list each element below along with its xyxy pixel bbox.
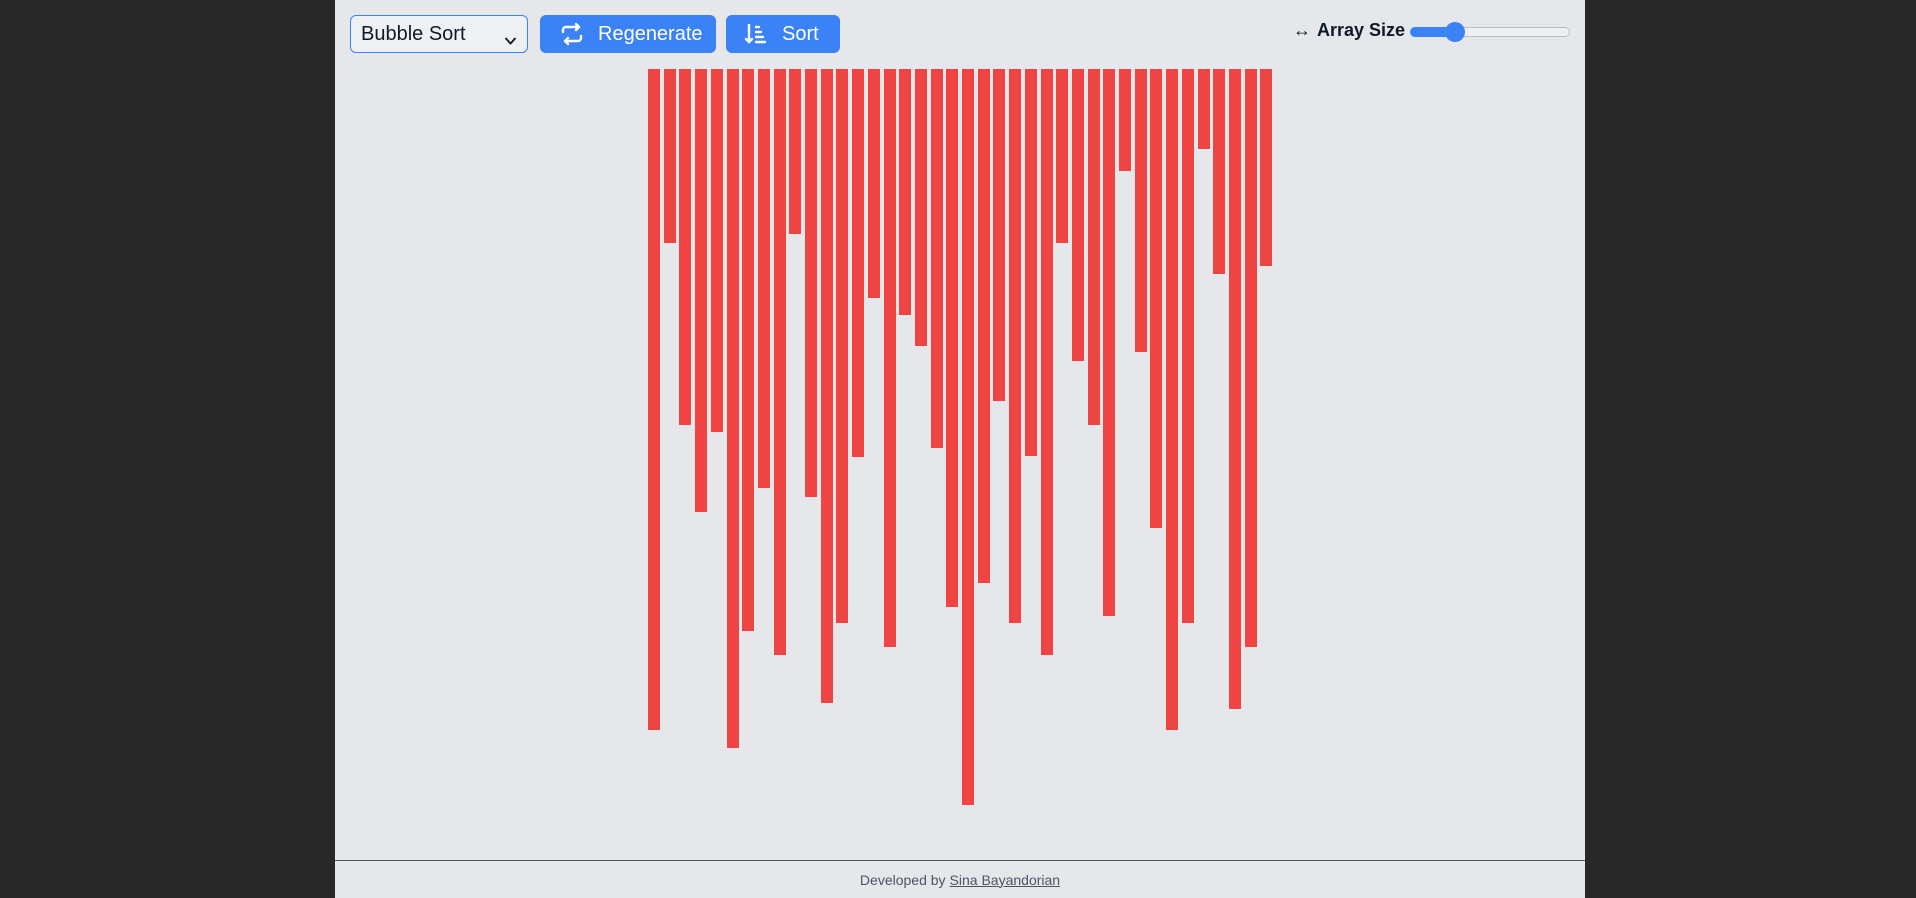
array-bar <box>648 69 660 731</box>
sort-label: Sort <box>782 22 819 45</box>
array-bar <box>679 69 692 426</box>
array-bar <box>1166 69 1179 731</box>
array-bar <box>946 69 959 608</box>
array-bar <box>757 69 770 488</box>
slider-fill <box>1410 27 1455 37</box>
array-size-label: ↔ Array Size <box>1293 20 1405 41</box>
array-bar <box>883 69 896 647</box>
left-right-arrow-icon: ↔ <box>1293 20 1311 40</box>
algorithm-select-value: Bubble Sort <box>361 22 466 45</box>
array-bar <box>1228 69 1241 709</box>
array-bar <box>867 69 880 298</box>
chevron-down-icon <box>504 29 517 52</box>
array-bar <box>1244 69 1257 647</box>
array-bar <box>1024 69 1037 456</box>
array-bar <box>930 69 943 448</box>
bars-container <box>335 69 1585 809</box>
app-container: Bubble Sort Regenerate Sort <box>335 0 1585 898</box>
array-bar <box>1056 69 1069 244</box>
sort-descending-icon <box>744 22 768 46</box>
array-bar <box>836 69 849 623</box>
array-bar <box>773 69 786 655</box>
array-size-text: Array Size <box>1317 20 1406 40</box>
array-size-slider[interactable] <box>1410 22 1570 42</box>
array-bar <box>1213 69 1226 274</box>
regenerate-label: Regenerate <box>598 22 703 45</box>
array-bar <box>1040 69 1053 655</box>
array-bar <box>977 69 990 584</box>
slider-thumb[interactable] <box>1445 22 1465 42</box>
array-bar <box>962 69 974 805</box>
array-bar <box>1181 69 1194 623</box>
algorithm-select[interactable]: Bubble Sort <box>350 15 528 53</box>
regenerate-button[interactable]: Regenerate <box>540 15 716 53</box>
array-bar <box>1119 69 1131 172</box>
footer: Developed by Sina Bayandorian <box>335 860 1585 898</box>
array-bar <box>1071 69 1084 362</box>
array-bar <box>663 69 676 244</box>
array-bar <box>1134 69 1147 353</box>
array-bar <box>726 69 739 749</box>
array-bar <box>852 69 865 457</box>
array-bar <box>899 69 912 315</box>
array-bar <box>1150 69 1163 528</box>
array-bar <box>1260 69 1273 266</box>
array-bar <box>742 69 755 631</box>
toolbar: Bubble Sort Regenerate Sort <box>335 0 1585 68</box>
array-bar <box>914 69 927 347</box>
array-bar <box>1087 69 1100 426</box>
array-bar <box>1197 69 1210 149</box>
array-bar <box>820 69 833 703</box>
array-bar <box>789 69 802 235</box>
array-bar <box>993 69 1006 402</box>
array-bar <box>710 69 723 433</box>
sort-button[interactable]: Sort <box>726 15 840 53</box>
footer-prefix: Developed by <box>859 871 946 888</box>
array-bar <box>1103 69 1116 617</box>
array-bar <box>805 69 817 497</box>
array-bar <box>1009 69 1022 623</box>
array-bar <box>695 69 708 512</box>
repeat-icon <box>560 22 584 46</box>
author-link[interactable]: Sina Bayandorian <box>949 871 1061 888</box>
